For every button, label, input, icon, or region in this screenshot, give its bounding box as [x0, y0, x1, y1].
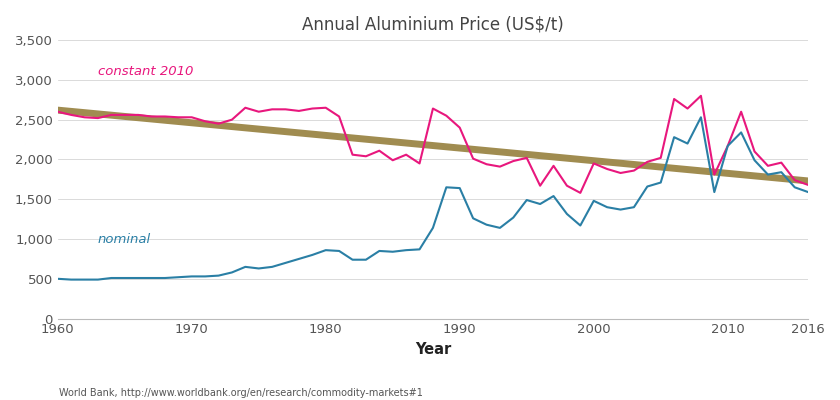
Title: Annual Aluminium Price (US$/t): Annual Aluminium Price (US$/t)	[302, 15, 564, 33]
Text: nominal: nominal	[98, 232, 151, 246]
Text: constant 2010: constant 2010	[98, 66, 193, 78]
X-axis label: Year: Year	[415, 342, 451, 357]
Text: World Bank, http://www.worldbank.org/en/research/commodity-markets#1: World Bank, http://www.worldbank.org/en/…	[59, 388, 423, 398]
